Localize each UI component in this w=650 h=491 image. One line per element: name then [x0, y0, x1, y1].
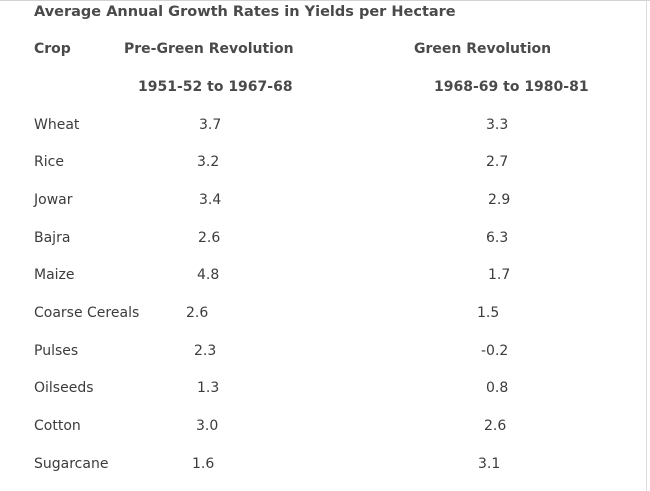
pre-value-cell: 2.6: [198, 230, 221, 246]
pre-value-cell: 2.6: [186, 305, 209, 321]
crop-cell: Bajra: [34, 230, 71, 246]
pre-value-cell: 1.3: [197, 380, 220, 396]
header-pre-period: 1951-52 to 1967-68: [138, 79, 293, 95]
header-green-period: 1968-69 to 1980-81: [434, 79, 589, 95]
green-value-cell: 6.3: [486, 230, 509, 246]
green-value-cell: 1.7: [488, 267, 511, 283]
pre-value-cell: 4.8: [197, 267, 220, 283]
pre-value-cell: 3.2: [197, 154, 220, 170]
green-value-cell: -0.2: [481, 343, 509, 359]
header-crop: Crop: [34, 41, 71, 57]
crop-cell: Oilseeds: [34, 380, 94, 396]
pre-value-cell: 3.7: [199, 117, 222, 133]
green-value-cell: 1.5: [477, 305, 500, 321]
green-value-cell: 2.6: [484, 418, 507, 434]
crop-cell: Wheat: [34, 117, 80, 133]
pre-value-cell: 3.0: [196, 418, 219, 434]
crop-cell: Jowar: [34, 192, 73, 208]
green-value-cell: 2.7: [486, 154, 509, 170]
crop-cell: Maize: [34, 267, 75, 283]
header-pre-green-revolution: Pre-Green Revolution: [124, 41, 294, 57]
crop-cell: Cotton: [34, 418, 81, 434]
crop-cell: Rice: [34, 154, 64, 170]
green-value-cell: 2.9: [488, 192, 511, 208]
green-value-cell: 3.3: [486, 117, 509, 133]
pre-value-cell: 1.6: [192, 456, 215, 472]
pre-value-cell: 3.4: [199, 192, 222, 208]
pre-value-cell: 2.3: [194, 343, 217, 359]
header-green-revolution: Green Revolution: [414, 41, 552, 57]
green-value-cell: 3.1: [478, 456, 501, 472]
right-border: [646, 0, 647, 491]
top-border: [0, 0, 650, 1]
crop-cell: Coarse Cereals: [34, 305, 140, 321]
crop-cell: Sugarcane: [34, 456, 109, 472]
green-value-cell: 0.8: [486, 380, 509, 396]
crop-cell: Pulses: [34, 343, 79, 359]
table-title: Average Annual Growth Rates in Yields pe…: [34, 4, 456, 20]
